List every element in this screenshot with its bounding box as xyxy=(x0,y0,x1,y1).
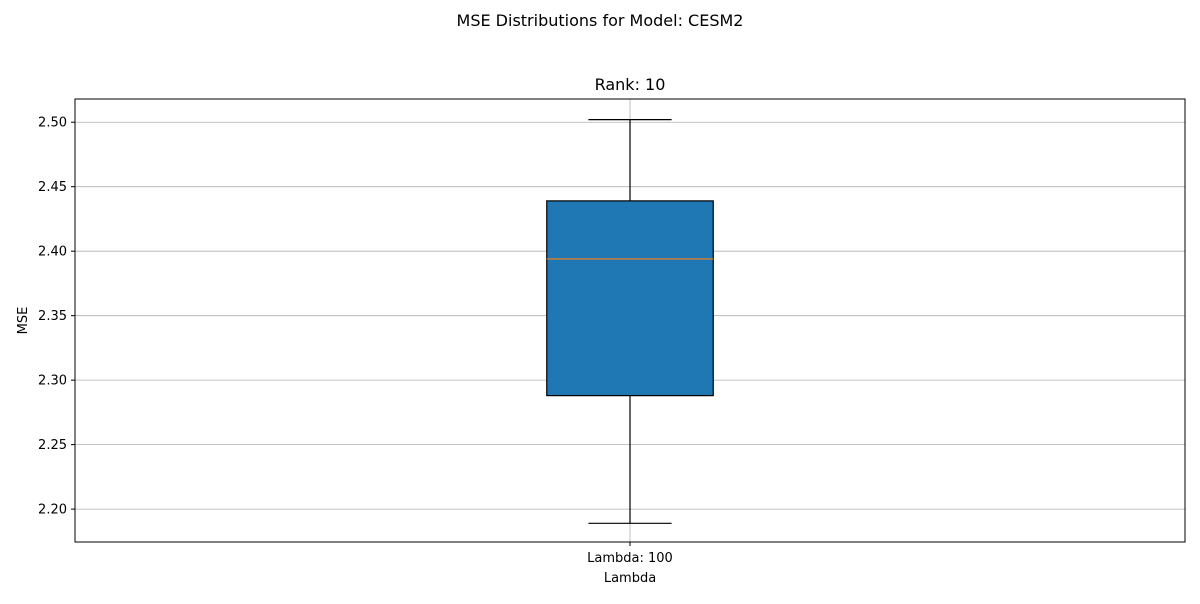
y-tick-label: 2.30 xyxy=(38,374,67,389)
x-axis-label: Lambda xyxy=(604,571,656,586)
y-tick-label: 2.35 xyxy=(38,309,67,324)
y-axis-label: MSE xyxy=(16,307,31,335)
iqr-box xyxy=(546,200,714,397)
x-tick-label: Lambda: 100 xyxy=(587,551,673,566)
y-tick-label: 2.50 xyxy=(38,116,67,131)
axes-title: Rank: 10 xyxy=(595,75,666,94)
y-tick-label: 2.20 xyxy=(38,503,67,518)
tick-layer: 2.20 2.25 2.30 2.35 2.40 2.45 2.50 Lambda: 100 xyxy=(38,116,673,566)
y-tick-label: 2.25 xyxy=(38,438,67,453)
figure-suptitle: MSE Distributions for Model: CESM2 xyxy=(457,11,744,30)
y-tick-label: 2.45 xyxy=(38,180,67,195)
data-layer xyxy=(546,119,714,524)
y-tick-label: 2.40 xyxy=(38,245,67,260)
